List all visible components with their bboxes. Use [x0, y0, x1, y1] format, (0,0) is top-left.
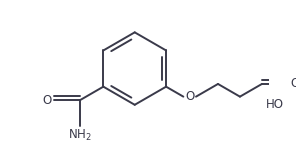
Text: O: O	[290, 77, 296, 90]
Text: O: O	[185, 90, 194, 103]
Text: O: O	[43, 94, 52, 107]
Text: NH$_2$: NH$_2$	[68, 128, 92, 143]
Text: HO: HO	[266, 98, 284, 111]
